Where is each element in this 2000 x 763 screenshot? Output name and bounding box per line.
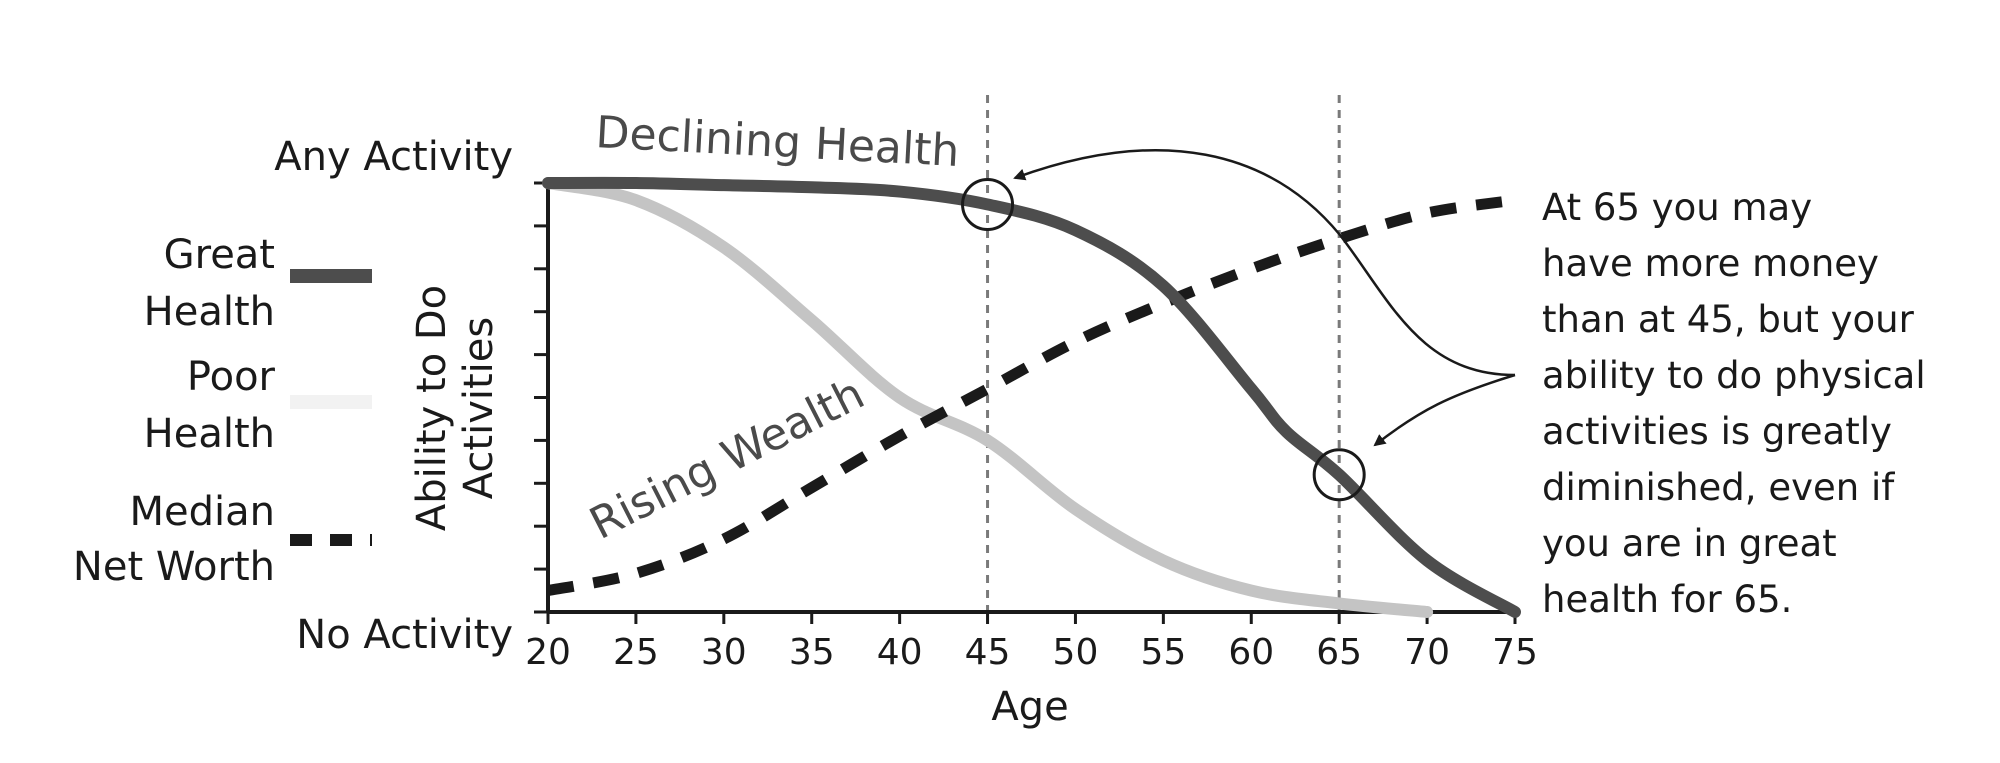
legend-label-worth-2: Net Worth — [73, 544, 275, 590]
legend: Great Health Poor Health Median Net Wort… — [73, 232, 372, 590]
x-tick-label-35: 35 — [789, 632, 835, 673]
x-tick-label-65: 65 — [1316, 632, 1362, 673]
declining-health-label: Declining Health — [594, 107, 960, 177]
callout-arrow-lower — [1373, 373, 1516, 447]
x-tick-label-50: 50 — [1053, 632, 1099, 673]
callout-line-4: ability to do physical — [1542, 354, 1926, 397]
legend-label-poor-2: Health — [144, 411, 275, 457]
callout-line-7: you are in great — [1542, 522, 1837, 565]
legend-label-great-2: Health — [144, 289, 275, 335]
x-tick-label-70: 70 — [1404, 632, 1450, 673]
series-median-net-worth-line — [546, 194, 1516, 596]
x-tick-label-55: 55 — [1140, 632, 1186, 673]
x-axis-title: Age — [991, 684, 1068, 730]
callout-line-1: At 65 you may — [1542, 186, 1812, 229]
marker-circle-65 — [1312, 448, 1366, 502]
y-bottom-label: No Activity — [296, 612, 513, 658]
callout-line-2: have more money — [1542, 242, 1879, 285]
callout-text: At 65 you may have more money than at 45… — [1542, 186, 1926, 621]
x-tick-label-75: 75 — [1492, 632, 1538, 673]
callout-line-5: activities is greatly — [1542, 410, 1892, 453]
y-top-label: Any Activity — [274, 134, 513, 180]
rising-wealth-label: Rising Wealth — [582, 368, 873, 550]
callout-arrow-upper — [1013, 148, 1516, 377]
callout-line-6: diminished, even if — [1542, 466, 1895, 509]
legend-label-worth-1: Median — [130, 489, 276, 535]
x-tick-label-30: 30 — [701, 632, 747, 673]
series-great-health-line — [542, 176, 1521, 618]
x-tick-label-20: 20 — [525, 632, 571, 673]
y-axis-title-line-1: Ability to Do — [409, 285, 455, 531]
callout-line-3: than at 45, but your — [1542, 298, 1915, 341]
callout-line-8: health for 65. — [1542, 578, 1792, 621]
series-poor-health-line — [542, 177, 1434, 618]
legend-label-poor-1: Poor — [187, 354, 276, 400]
x-tick-label-25: 25 — [613, 632, 659, 673]
marker-circle-45 — [961, 177, 1015, 231]
y-axis-title-line-2: Activities — [456, 317, 502, 499]
x-tick-label-45: 45 — [965, 632, 1011, 673]
x-tick-label-40: 40 — [877, 632, 923, 673]
y-axis-title: Ability to Do Activities — [409, 285, 502, 531]
legend-label-great-1: Great — [164, 232, 275, 278]
plot-area: 20 25 30 35 40 45 50 55 60 65 70 75 — [525, 95, 1538, 673]
x-tick-label-60: 60 — [1228, 632, 1274, 673]
